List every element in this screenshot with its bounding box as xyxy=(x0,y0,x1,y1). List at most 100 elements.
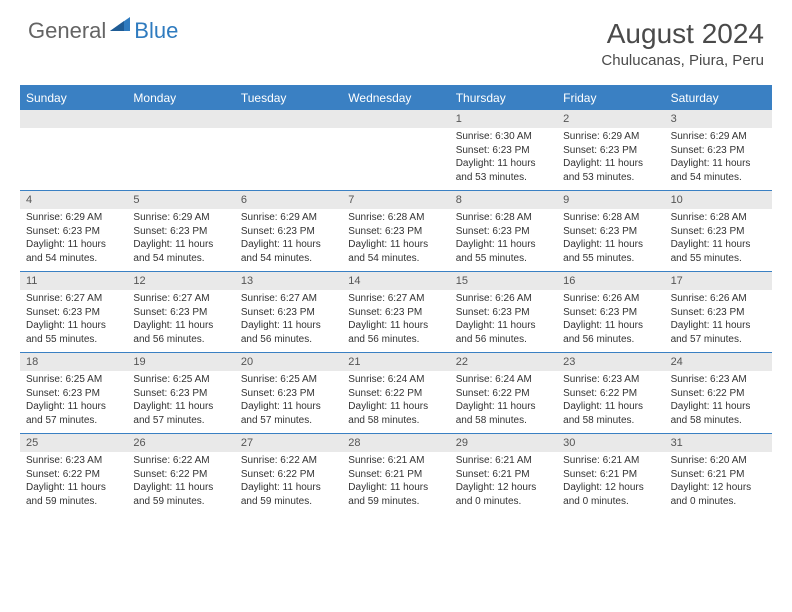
day-number: 16 xyxy=(557,272,664,290)
day-number: 15 xyxy=(450,272,557,290)
day-cell: Sunrise: 6:28 AMSunset: 6:23 PMDaylight:… xyxy=(450,209,557,271)
day-number: 26 xyxy=(127,434,234,452)
day-number: 13 xyxy=(235,272,342,290)
sunset-text: Sunset: 6:23 PM xyxy=(133,306,228,320)
sunset-text: Sunset: 6:23 PM xyxy=(456,306,551,320)
week-number-band: 25262728293031 xyxy=(20,433,772,452)
sunrise-text: Sunrise: 6:27 AM xyxy=(348,292,443,306)
sunset-text: Sunset: 6:22 PM xyxy=(241,468,336,482)
daylight-text: Daylight: 11 hours and 55 minutes. xyxy=(671,238,766,265)
sunrise-text: Sunrise: 6:24 AM xyxy=(456,373,551,387)
sunrise-text: Sunrise: 6:29 AM xyxy=(241,211,336,225)
day-number xyxy=(342,110,449,128)
sunrise-text: Sunrise: 6:23 AM xyxy=(26,454,121,468)
day-number: 22 xyxy=(450,353,557,371)
day-number xyxy=(235,110,342,128)
sunset-text: Sunset: 6:23 PM xyxy=(133,387,228,401)
sunrise-text: Sunrise: 6:27 AM xyxy=(133,292,228,306)
day-number: 10 xyxy=(665,191,772,209)
day-cell: Sunrise: 6:27 AMSunset: 6:23 PMDaylight:… xyxy=(20,290,127,352)
daylight-text: Daylight: 11 hours and 56 minutes. xyxy=(456,319,551,346)
day-cell: Sunrise: 6:23 AMSunset: 6:22 PMDaylight:… xyxy=(20,452,127,514)
sunset-text: Sunset: 6:23 PM xyxy=(26,387,121,401)
sunset-text: Sunset: 6:23 PM xyxy=(671,225,766,239)
sunset-text: Sunset: 6:22 PM xyxy=(133,468,228,482)
sunset-text: Sunset: 6:23 PM xyxy=(241,387,336,401)
title-block: August 2024 Chulucanas, Piura, Peru xyxy=(601,18,764,69)
sunrise-text: Sunrise: 6:25 AM xyxy=(26,373,121,387)
day-number xyxy=(127,110,234,128)
day-number: 24 xyxy=(665,353,772,371)
sunrise-text: Sunrise: 6:26 AM xyxy=(563,292,658,306)
day-cell: Sunrise: 6:26 AMSunset: 6:23 PMDaylight:… xyxy=(450,290,557,352)
day-cell: Sunrise: 6:25 AMSunset: 6:23 PMDaylight:… xyxy=(127,371,234,433)
sunrise-text: Sunrise: 6:26 AM xyxy=(671,292,766,306)
day-number: 11 xyxy=(20,272,127,290)
day-of-week-row: SundayMondayTuesdayWednesdayThursdayFrid… xyxy=(20,87,772,109)
sunrise-text: Sunrise: 6:30 AM xyxy=(456,130,551,144)
day-cell: Sunrise: 6:25 AMSunset: 6:23 PMDaylight:… xyxy=(235,371,342,433)
sunset-text: Sunset: 6:21 PM xyxy=(348,468,443,482)
sunrise-text: Sunrise: 6:29 AM xyxy=(671,130,766,144)
daylight-text: Daylight: 11 hours and 53 minutes. xyxy=(456,157,551,184)
sunset-text: Sunset: 6:23 PM xyxy=(26,306,121,320)
week-number-band: 11121314151617 xyxy=(20,271,772,290)
week-data-band: Sunrise: 6:27 AMSunset: 6:23 PMDaylight:… xyxy=(20,290,772,352)
day-number: 19 xyxy=(127,353,234,371)
day-cell: Sunrise: 6:22 AMSunset: 6:22 PMDaylight:… xyxy=(235,452,342,514)
sunrise-text: Sunrise: 6:28 AM xyxy=(348,211,443,225)
day-number: 3 xyxy=(665,110,772,128)
sunrise-text: Sunrise: 6:28 AM xyxy=(456,211,551,225)
week-number-band: 18192021222324 xyxy=(20,352,772,371)
dow-cell: Monday xyxy=(127,87,234,109)
week-data-band: Sunrise: 6:25 AMSunset: 6:23 PMDaylight:… xyxy=(20,371,772,433)
logo: General Blue xyxy=(28,18,178,44)
sunset-text: Sunset: 6:23 PM xyxy=(133,225,228,239)
day-number: 2 xyxy=(557,110,664,128)
day-cell: Sunrise: 6:28 AMSunset: 6:23 PMDaylight:… xyxy=(557,209,664,271)
dow-cell: Friday xyxy=(557,87,664,109)
daylight-text: Daylight: 11 hours and 59 minutes. xyxy=(26,481,121,508)
day-cell: Sunrise: 6:29 AMSunset: 6:23 PMDaylight:… xyxy=(127,209,234,271)
week-number-band: 45678910 xyxy=(20,190,772,209)
daylight-text: Daylight: 11 hours and 58 minutes. xyxy=(671,400,766,427)
sunrise-text: Sunrise: 6:22 AM xyxy=(241,454,336,468)
sunset-text: Sunset: 6:23 PM xyxy=(241,306,336,320)
day-number: 12 xyxy=(127,272,234,290)
logo-text-blue: Blue xyxy=(134,18,178,44)
daylight-text: Daylight: 11 hours and 54 minutes. xyxy=(133,238,228,265)
sunset-text: Sunset: 6:23 PM xyxy=(671,306,766,320)
day-number: 21 xyxy=(342,353,449,371)
daylight-text: Daylight: 11 hours and 55 minutes. xyxy=(563,238,658,265)
calendar: SundayMondayTuesdayWednesdayThursdayFrid… xyxy=(20,85,772,514)
day-cell: Sunrise: 6:27 AMSunset: 6:23 PMDaylight:… xyxy=(127,290,234,352)
logo-text-general: General xyxy=(28,18,106,44)
day-number xyxy=(20,110,127,128)
daylight-text: Daylight: 11 hours and 54 minutes. xyxy=(348,238,443,265)
dow-cell: Tuesday xyxy=(235,87,342,109)
sunset-text: Sunset: 6:22 PM xyxy=(348,387,443,401)
daylight-text: Daylight: 12 hours and 0 minutes. xyxy=(456,481,551,508)
day-cell: Sunrise: 6:30 AMSunset: 6:23 PMDaylight:… xyxy=(450,128,557,190)
daylight-text: Daylight: 11 hours and 56 minutes. xyxy=(133,319,228,346)
daylight-text: Daylight: 11 hours and 55 minutes. xyxy=(456,238,551,265)
day-cell: Sunrise: 6:25 AMSunset: 6:23 PMDaylight:… xyxy=(20,371,127,433)
daylight-text: Daylight: 11 hours and 59 minutes. xyxy=(241,481,336,508)
sunrise-text: Sunrise: 6:28 AM xyxy=(563,211,658,225)
sunset-text: Sunset: 6:22 PM xyxy=(671,387,766,401)
sunrise-text: Sunrise: 6:27 AM xyxy=(241,292,336,306)
daylight-text: Daylight: 12 hours and 0 minutes. xyxy=(563,481,658,508)
month-title: August 2024 xyxy=(601,18,764,50)
daylight-text: Daylight: 11 hours and 57 minutes. xyxy=(671,319,766,346)
daylight-text: Daylight: 11 hours and 57 minutes. xyxy=(133,400,228,427)
sunrise-text: Sunrise: 6:21 AM xyxy=(456,454,551,468)
sunrise-text: Sunrise: 6:29 AM xyxy=(133,211,228,225)
sunset-text: Sunset: 6:22 PM xyxy=(563,387,658,401)
day-cell: Sunrise: 6:24 AMSunset: 6:22 PMDaylight:… xyxy=(450,371,557,433)
daylight-text: Daylight: 11 hours and 53 minutes. xyxy=(563,157,658,184)
sunset-text: Sunset: 6:23 PM xyxy=(241,225,336,239)
sunset-text: Sunset: 6:23 PM xyxy=(26,225,121,239)
day-cell: Sunrise: 6:23 AMSunset: 6:22 PMDaylight:… xyxy=(665,371,772,433)
daylight-text: Daylight: 11 hours and 54 minutes. xyxy=(671,157,766,184)
sunrise-text: Sunrise: 6:25 AM xyxy=(241,373,336,387)
